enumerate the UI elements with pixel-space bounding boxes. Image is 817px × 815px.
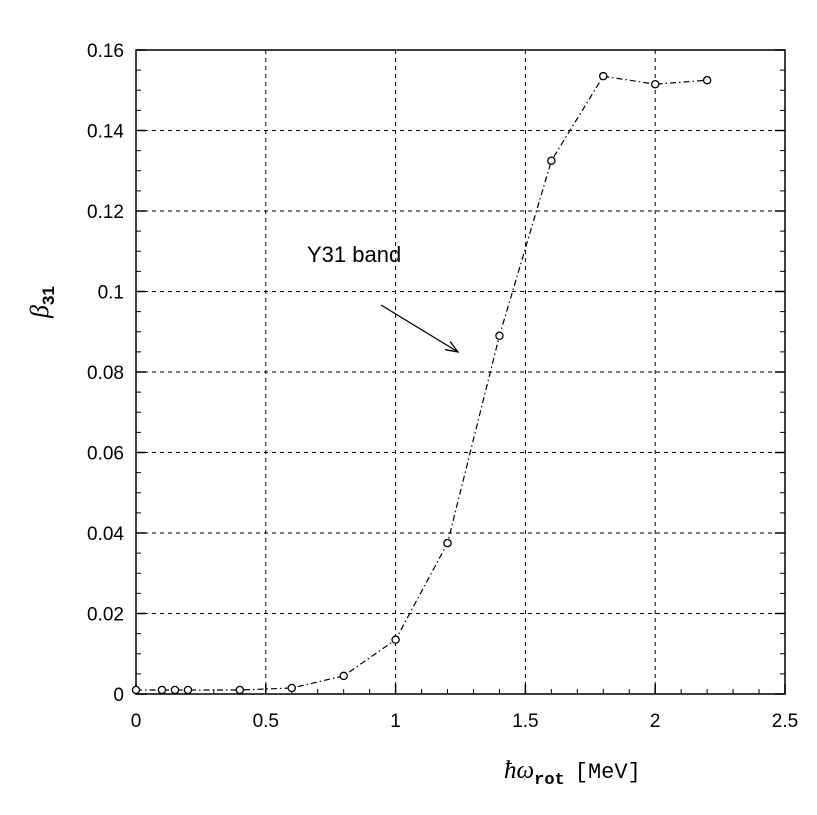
x-tick-label: 2: [650, 711, 661, 732]
x-tick-label: 2.5: [772, 711, 798, 732]
x-tick-labels: 0 0.5 1 1.5 2 2.5: [131, 711, 799, 732]
y-tick-label: 0.06: [87, 444, 124, 465]
x-tick-label: 0: [131, 711, 142, 732]
grid: [136, 50, 785, 694]
series-line: [136, 75, 708, 691]
y-tick-label: 0.04: [87, 524, 124, 545]
x-tick-label: 1.5: [512, 711, 538, 732]
y-tick-label: 0.02: [87, 605, 124, 626]
data-point: [547, 156, 556, 165]
data-point: [131, 685, 141, 695]
y-tick-label: 0: [113, 685, 124, 706]
x-title-main: ħω: [504, 757, 534, 784]
x-tick-label: 0.5: [253, 711, 279, 732]
data-point: [391, 635, 400, 644]
y-axis-title: β31: [25, 286, 58, 319]
annotation-arrow: [380, 304, 459, 353]
data-point: [650, 79, 660, 89]
data-point: [702, 75, 712, 85]
data-point: [495, 331, 504, 341]
data-point: [287, 683, 297, 693]
data-point: [235, 685, 245, 695]
y-title-sub: 31: [39, 286, 58, 305]
y-tick-label: 0.16: [87, 41, 124, 62]
data-point: [599, 71, 608, 81]
y-title-main: β: [25, 305, 54, 319]
y-tick-label: 0.14: [87, 122, 124, 143]
data-point: [443, 538, 452, 548]
y-tick-label: 0.08: [87, 363, 124, 384]
y-tick-label: 0.12: [87, 202, 124, 223]
y-tick-label: 0.1: [98, 283, 124, 304]
x-title-unit: [MeV]: [575, 760, 641, 785]
annotation-label: Y31 band: [307, 242, 401, 267]
data-point: [170, 685, 180, 695]
x-tick-label: 1: [390, 711, 401, 732]
x-axis-title: ħωrot [MeV]: [504, 757, 641, 790]
x-title-sub: rot: [534, 771, 565, 790]
data-points: [131, 71, 712, 695]
y-tick-labels: 0 0.02 0.04 0.06 0.08 0.1 0.12 0.14 0.16: [87, 41, 124, 706]
data-point: [157, 685, 167, 695]
data-point: [183, 685, 193, 695]
annotation-arrowhead: [444, 341, 460, 353]
annotation: Y31 band: [307, 242, 460, 353]
data-point: [339, 671, 348, 681]
